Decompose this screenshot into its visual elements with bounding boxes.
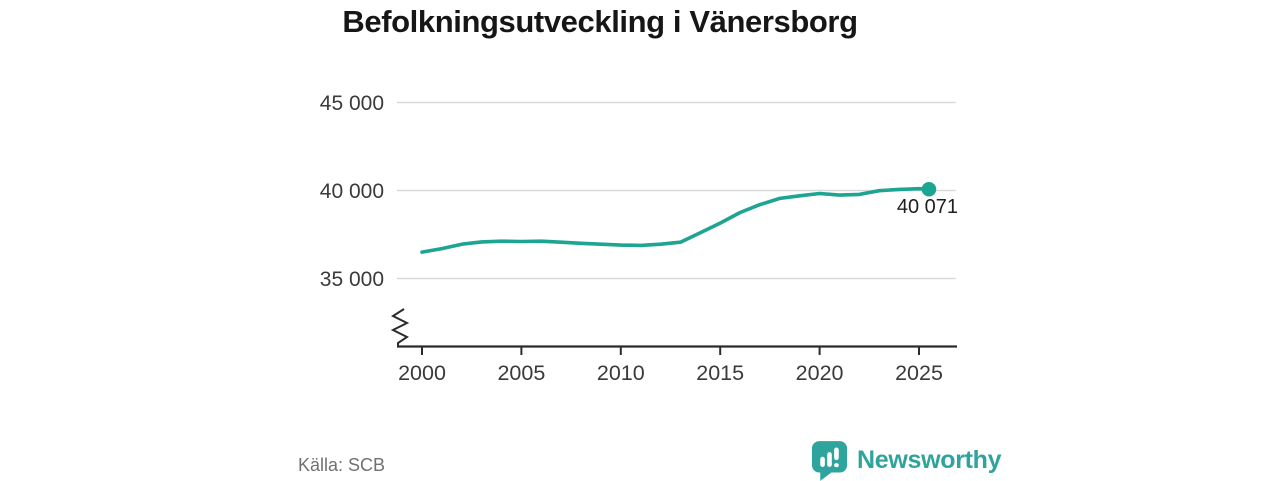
logo-bar-tall bbox=[827, 452, 832, 467]
y-tick-label: 35 000 bbox=[320, 268, 384, 291]
x-tick-label: 2025 bbox=[895, 361, 943, 385]
newsworthy-logo-icon bbox=[811, 441, 848, 481]
x-tick-label: 2015 bbox=[696, 361, 744, 385]
y-tick-label: 40 000 bbox=[320, 180, 384, 203]
axis-break-zigzag bbox=[390, 308, 410, 347]
newsworthy-logo-text: Newsworthy bbox=[857, 446, 1002, 474]
x-tick-label: 2000 bbox=[398, 361, 446, 385]
y-tick-label: 45 000 bbox=[320, 92, 384, 115]
logo-bar-short bbox=[820, 456, 825, 467]
x-tick-label: 2010 bbox=[597, 361, 645, 385]
newsworthy-logo[interactable]: Newsworthy bbox=[811, 440, 1002, 481]
population-line bbox=[420, 186, 931, 254]
x-tick-label: 2005 bbox=[497, 361, 545, 385]
chart-title: Befolkningsutveckling i Vänersborg bbox=[342, 4, 858, 39]
x-tick-label: 2020 bbox=[796, 361, 844, 385]
logo-exclamation-bar bbox=[834, 447, 839, 461]
source-note: Källa: SCB bbox=[298, 455, 386, 475]
latest-value-dot bbox=[921, 181, 937, 197]
latest-value-annotation: 40 071 bbox=[896, 196, 958, 218]
logo-exclamation-dot bbox=[834, 463, 839, 468]
